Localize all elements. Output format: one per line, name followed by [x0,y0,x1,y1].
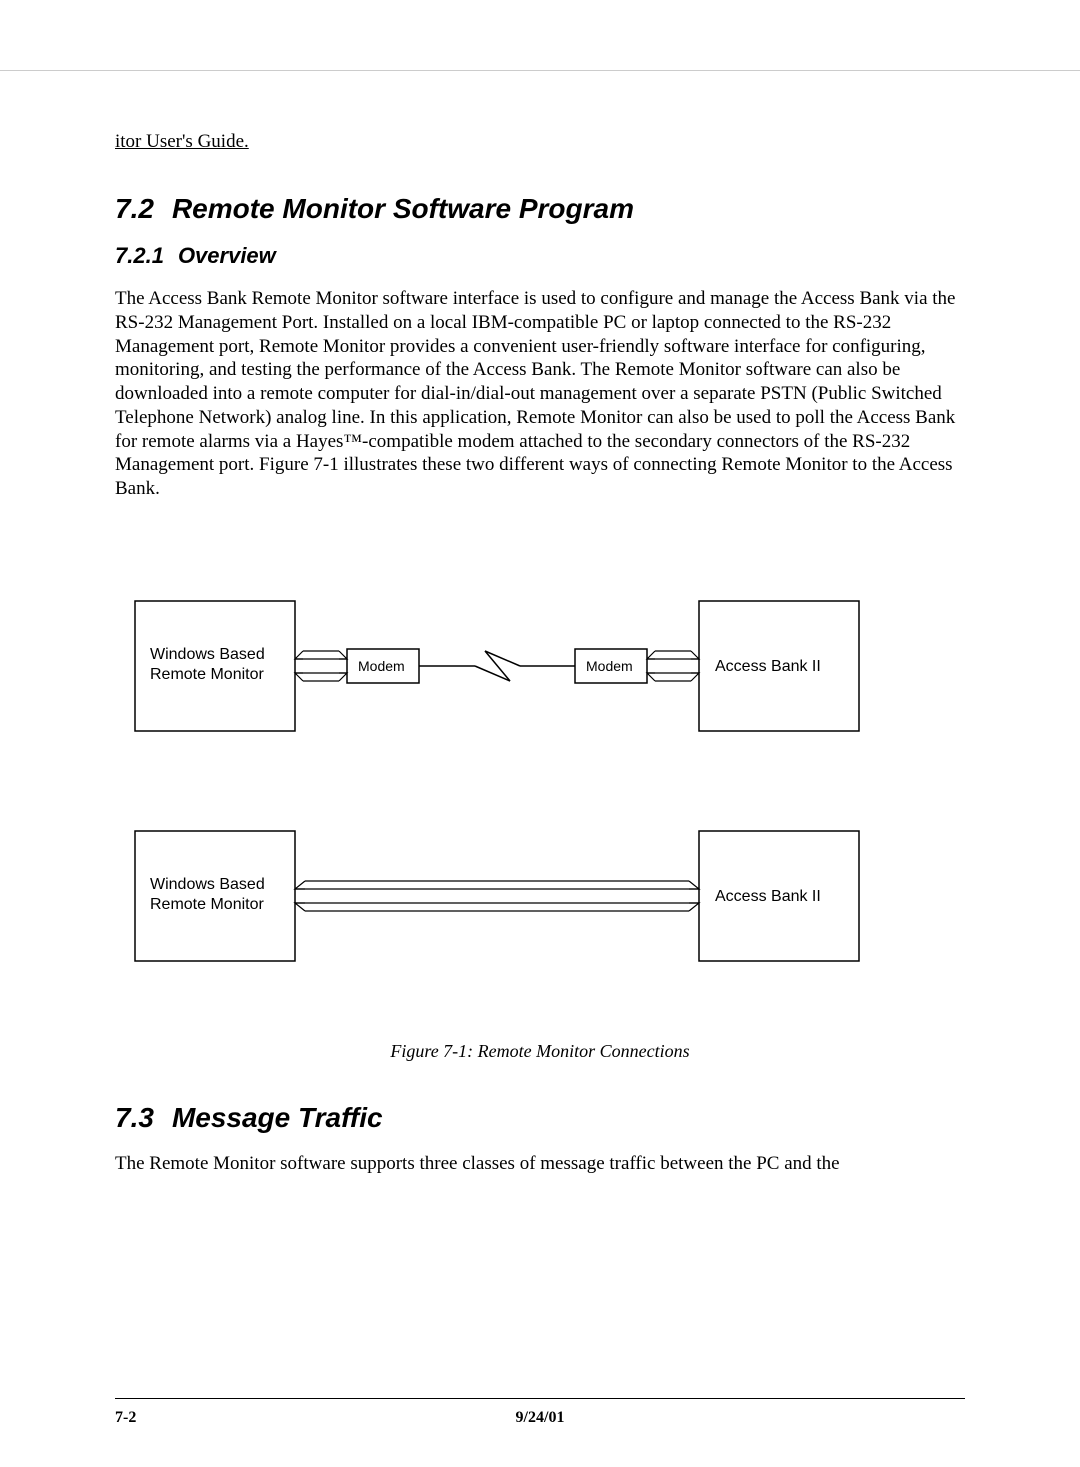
heading-7-2-1: 7.2.1 Overview [115,243,965,269]
label-remote-monitor-2: Remote Monitor [150,896,264,913]
label-windows-based-2: Windows Based [150,876,265,893]
label-remote-monitor-1: Remote Monitor [150,666,264,683]
heading-7-2: 7.2 Remote Monitor Software Program [115,193,965,225]
overview-paragraph: The Access Bank Remote Monitor software … [115,287,965,501]
label-modem-1: Modem [358,658,405,674]
continued-reference-link: itor User's Guide. [115,131,965,153]
heading-title: Remote Monitor Software Program [172,193,634,224]
heading-title: Message Traffic [172,1102,383,1133]
heading-7-3: 7.3 Message Traffic [115,1102,965,1134]
label-windows-based-1: Windows Based [150,646,265,663]
heading-number: 7.2.1 [115,243,164,268]
heading-number: 7.2 [115,193,154,224]
figure-caption: Figure 7-1: Remote Monitor Connections [115,1041,965,1062]
label-access-bank-2: Access Bank II [715,888,821,905]
traffic-paragraph: The Remote Monitor software supports thr… [115,1152,965,1176]
diagram-svg: Windows Based Remote Monitor Modem [115,581,965,1001]
footer-date: 9/24/01 [115,1409,965,1427]
label-modem-2: Modem [586,658,633,674]
heading-number: 7.3 [115,1102,154,1133]
heading-title: Overview [178,243,276,268]
label-access-bank-1: Access Bank II [715,658,821,675]
page-content: itor User's Guide. 7.2 Remote Monitor Sof… [0,70,1080,1176]
figure-7-1: Windows Based Remote Monitor Modem [115,581,965,1062]
page-footer: 7-2 9/24/01 [115,1398,965,1427]
